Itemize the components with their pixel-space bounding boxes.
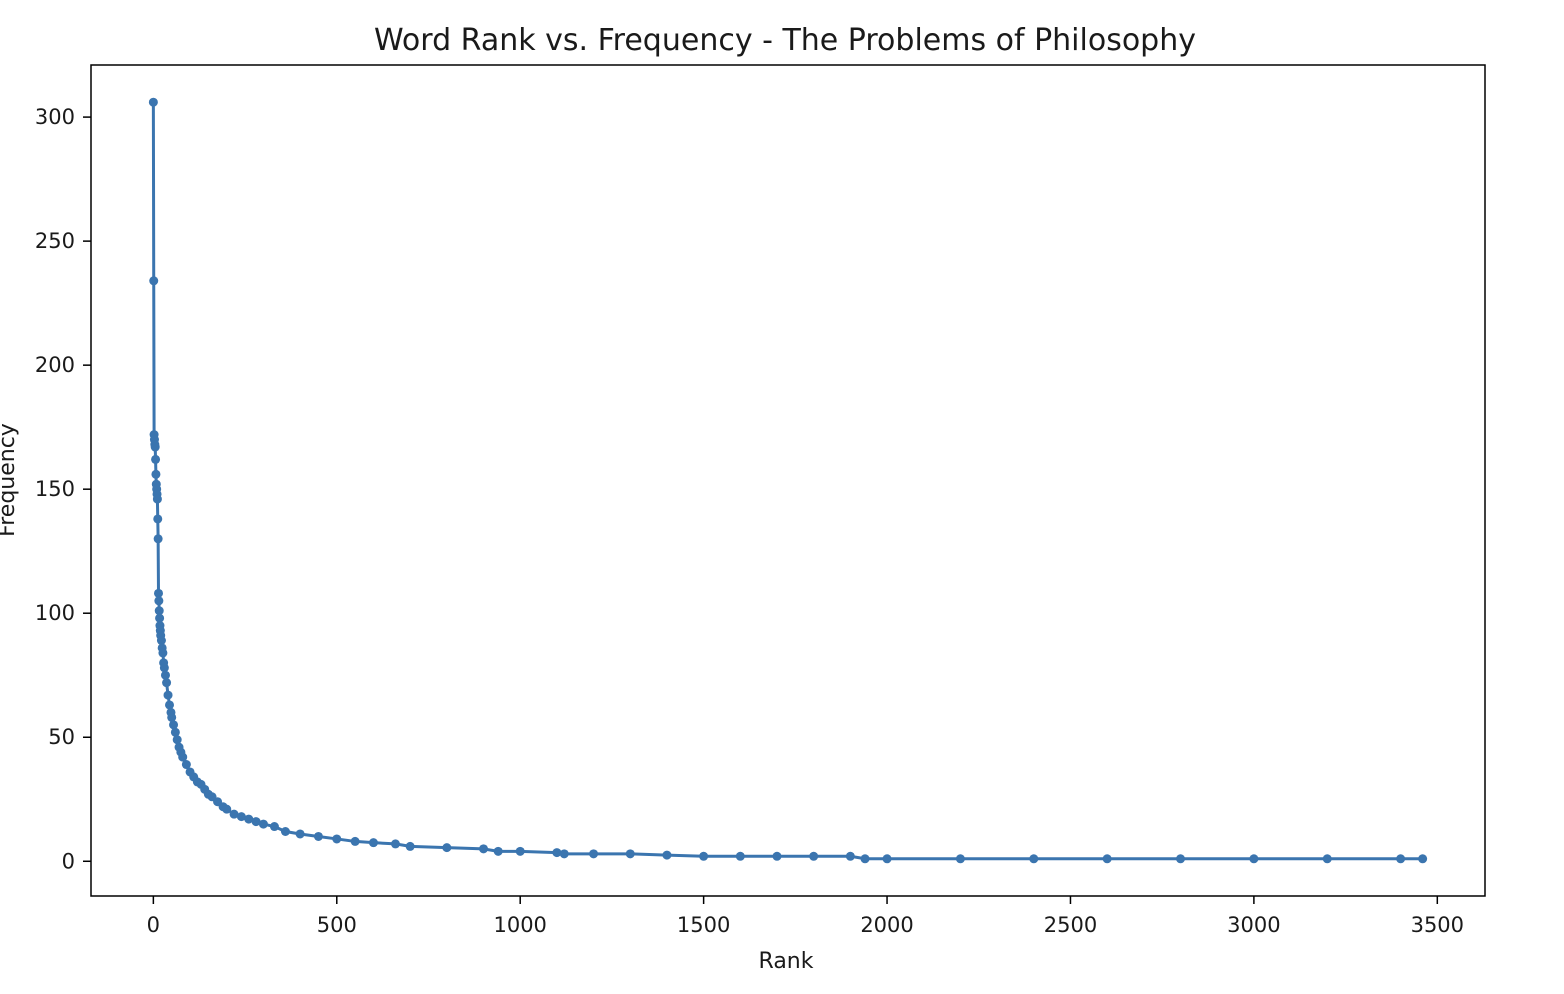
data-point [229, 809, 239, 819]
data-point [405, 841, 415, 851]
data-point [178, 752, 188, 762]
data-point [280, 827, 290, 837]
data-point [269, 822, 279, 832]
data-point [390, 839, 400, 849]
data-point [159, 663, 169, 673]
data-point [1029, 854, 1039, 864]
y-tick-label: 250 [35, 229, 75, 253]
data-point [153, 588, 163, 598]
data-point [1396, 854, 1406, 864]
data-point [154, 596, 164, 606]
data-point [258, 819, 268, 829]
chart-title: Word Rank vs. Frequency - The Problems o… [374, 23, 1196, 58]
x-tick-label: 0 [147, 913, 160, 937]
data-point [625, 849, 635, 859]
data-point [156, 635, 166, 645]
y-tick-label: 50 [48, 725, 75, 749]
x-tick-label: 3000 [1227, 913, 1280, 937]
data-point [1176, 854, 1186, 864]
x-tick-label: 3500 [1411, 913, 1464, 937]
data-point [772, 851, 782, 861]
data-point [442, 843, 452, 853]
data-point [150, 442, 160, 452]
data-point [735, 851, 745, 861]
x-axis: 0 500 1000 1500 2000 2500 3000 3500 [147, 896, 1464, 937]
y-tick-label: 200 [35, 353, 75, 377]
data-point [169, 720, 179, 730]
x-axis-label: Rank [759, 949, 814, 974]
data-point [845, 851, 855, 861]
data-point [155, 613, 165, 623]
data-point [350, 836, 360, 846]
data-point [236, 812, 246, 822]
data-point [1102, 854, 1112, 864]
data-point [552, 848, 562, 858]
data-point [493, 846, 503, 856]
data-point [153, 534, 163, 544]
data-point [151, 469, 161, 479]
data-point [295, 829, 305, 839]
data-point [368, 838, 378, 848]
data-point [152, 494, 162, 504]
data-point [662, 850, 672, 860]
data-point [160, 670, 170, 680]
data-point [222, 804, 232, 814]
data-point [699, 851, 709, 861]
data-point [148, 97, 158, 107]
data-point [251, 817, 261, 827]
x-tick-label: 2500 [1044, 913, 1097, 937]
data-point [172, 735, 182, 745]
data-point [1322, 854, 1332, 864]
data-point [181, 760, 191, 770]
data-point [809, 851, 819, 861]
y-axis: 0 50 100 150 200 250 300 [35, 105, 91, 873]
data-point [589, 849, 599, 859]
data-point [170, 727, 180, 737]
data-point [479, 844, 489, 854]
y-tick-label: 150 [35, 477, 75, 501]
data-point [149, 276, 159, 286]
data-point [163, 690, 173, 700]
y-axis-label: Frequency [0, 423, 20, 537]
series-markers [148, 97, 1428, 864]
data-point [158, 648, 168, 658]
data-point [313, 831, 323, 841]
y-tick-label: 0 [62, 849, 75, 873]
data-point [165, 700, 175, 710]
y-tick-label: 300 [35, 105, 75, 129]
data-point [151, 454, 161, 464]
data-point [332, 834, 342, 844]
data-point [154, 606, 164, 616]
data-point [244, 814, 254, 824]
data-point [153, 514, 163, 524]
x-tick-label: 1000 [493, 913, 546, 937]
data-point [860, 854, 870, 864]
x-tick-label: 1500 [677, 913, 730, 937]
x-tick-label: 2000 [860, 913, 913, 937]
data-point [559, 849, 569, 859]
data-point [162, 678, 172, 688]
data-point [1418, 854, 1428, 864]
x-tick-label: 500 [317, 913, 357, 937]
y-tick-label: 100 [35, 601, 75, 625]
data-point [515, 846, 525, 856]
data-point [955, 854, 965, 864]
data-point [882, 854, 892, 864]
data-point [167, 712, 177, 722]
plot-area [90, 64, 1486, 897]
data-point [1249, 854, 1259, 864]
